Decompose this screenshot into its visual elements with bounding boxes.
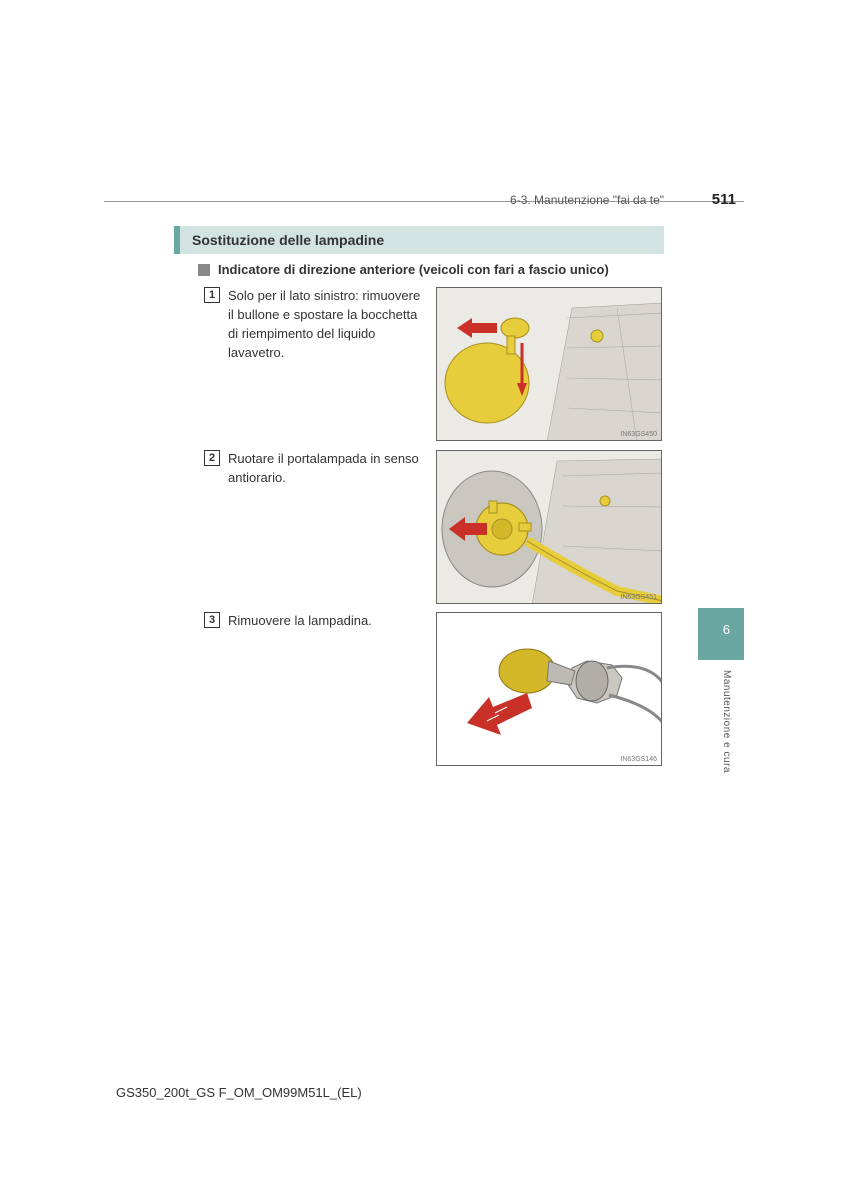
socket-rotate-illustration-icon <box>437 451 661 603</box>
illustration-code: IN63GS146 <box>620 756 657 763</box>
step-number-box: 2 <box>204 450 220 466</box>
step-number-box: 3 <box>204 612 220 628</box>
step-illustration: IN63GS450 <box>436 287 662 441</box>
section-title: Sostituzione delle lampadine <box>192 232 384 248</box>
step-illustration: IN63GS451 <box>436 450 662 604</box>
step-text: Ruotare il portalampada in senso antiora… <box>228 450 428 488</box>
step-number-box: 1 <box>204 287 220 303</box>
breadcrumb: 6-3. Manutenzione "fai da te" <box>510 193 664 207</box>
step-illustration: IN63GS146 <box>436 612 662 766</box>
chapter-tab <box>698 608 744 660</box>
illustration-code: IN63GS450 <box>620 431 657 438</box>
bulb-remove-illustration-icon <box>437 613 661 765</box>
chapter-label: Manutenzione e cura <box>721 670 732 773</box>
square-bullet-icon <box>198 264 210 276</box>
header-rule: 6-3. Manutenzione "fai da te" 511 <box>104 195 744 202</box>
step-text: Rimuovere la lampadina. <box>228 612 428 631</box>
subsection-title: Indicatore di direzione anteriore (veico… <box>218 262 609 277</box>
section-title-bar: Sostituzione delle lampadine <box>174 226 664 254</box>
subsection-row: Indicatore di direzione anteriore (veico… <box>198 262 609 277</box>
footer-doc-code: GS350_200t_GS F_OM_OM99M51L_(EL) <box>116 1085 362 1100</box>
engine-bay-illustration-icon <box>437 288 661 440</box>
illustration-code: IN63GS451 <box>620 594 657 601</box>
page-number: 511 <box>712 191 736 208</box>
step-text: Solo per il lato sinistro: rimuovere il … <box>228 287 428 362</box>
chapter-number: 6 <box>723 622 730 637</box>
